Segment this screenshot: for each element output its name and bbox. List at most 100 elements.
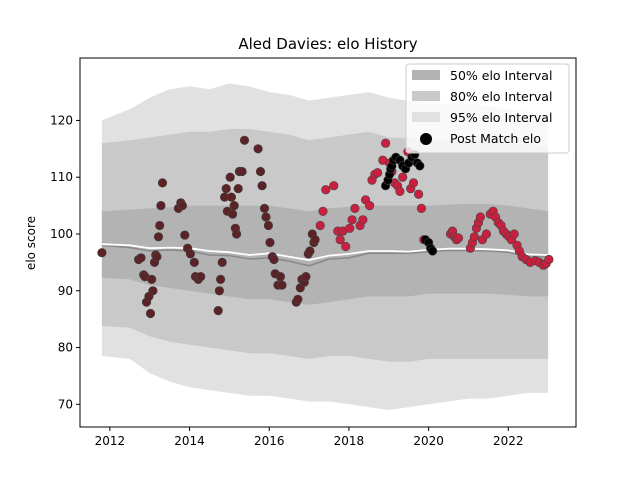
post-match-point xyxy=(157,178,168,188)
post-match-point xyxy=(350,203,360,213)
post-match-point xyxy=(216,274,226,285)
interval-bands xyxy=(101,83,549,410)
post-match-point xyxy=(335,235,345,245)
post-match-point xyxy=(416,203,427,213)
post-match-point xyxy=(509,229,519,239)
post-match-point xyxy=(155,220,165,231)
post-match-point xyxy=(257,181,267,191)
post-match-point xyxy=(345,223,355,233)
post-match-point xyxy=(305,246,315,256)
post-match-point xyxy=(269,254,279,265)
post-match-point xyxy=(310,235,320,245)
post-match-point xyxy=(97,248,107,258)
legend-swatch-50 xyxy=(412,70,440,80)
post-match-point xyxy=(233,184,243,194)
post-match-point xyxy=(185,249,195,259)
post-match-point xyxy=(259,203,270,213)
legend-label-50: 50% elo Interval xyxy=(450,68,552,83)
post-match-point xyxy=(239,135,250,145)
post-match-point xyxy=(373,168,383,178)
post-match-point xyxy=(544,254,554,265)
post-match-point xyxy=(321,185,331,195)
post-match-point xyxy=(253,144,263,154)
legend-marker-post-match xyxy=(420,133,432,145)
post-match-point xyxy=(414,189,424,199)
post-match-point xyxy=(265,237,275,248)
post-match-point xyxy=(136,253,146,263)
x-tick-label: 2018 xyxy=(334,434,365,448)
post-match-point xyxy=(196,272,206,282)
post-match-point xyxy=(415,161,425,171)
post-match-point xyxy=(428,246,438,256)
mean-lines xyxy=(101,243,549,267)
post-match-point xyxy=(475,212,486,222)
post-match-point xyxy=(381,138,391,148)
post-match-point xyxy=(156,201,166,211)
band-50 xyxy=(101,203,549,305)
y-tick-label: 80 xyxy=(58,341,73,355)
x-tick-label: 2014 xyxy=(174,434,205,448)
y-tick-label: 70 xyxy=(58,397,73,411)
post-match-point xyxy=(255,166,266,177)
post-match-point xyxy=(237,166,247,177)
post-match-point xyxy=(225,172,235,182)
post-match-point xyxy=(189,257,199,268)
post-match-point xyxy=(213,306,223,316)
y-tick-label: 110 xyxy=(50,170,73,184)
legend-label-80: 80% elo Interval xyxy=(450,89,552,104)
post-match-point xyxy=(395,186,405,196)
post-match-points xyxy=(97,135,554,319)
post-match-point xyxy=(221,184,231,194)
post-match-point xyxy=(180,230,190,240)
x-tick-label: 2012 xyxy=(95,434,126,448)
post-match-point xyxy=(153,232,164,242)
post-match-point xyxy=(217,257,227,268)
legend-swatch-80 xyxy=(412,91,440,101)
mean-line-shadow xyxy=(101,244,549,267)
post-match-point xyxy=(408,178,419,188)
post-match-point xyxy=(398,172,408,182)
post-match-point xyxy=(329,181,339,191)
x-axis: 2012 2014 2016 2018 2020 2022 xyxy=(95,427,524,448)
x-tick-label: 2020 xyxy=(413,434,444,448)
chart-title: Aled Davies: elo History xyxy=(238,35,417,53)
post-match-point xyxy=(145,308,156,319)
legend-label-post-match: Post Match elo xyxy=(450,131,541,146)
post-match-point xyxy=(315,220,325,231)
post-match-point xyxy=(177,201,187,211)
post-match-point xyxy=(301,272,311,282)
y-axis-title: elo score xyxy=(24,216,38,270)
post-match-point xyxy=(469,232,480,242)
post-match-point xyxy=(226,192,236,202)
x-tick-label: 2022 xyxy=(493,434,524,448)
post-match-point xyxy=(228,209,238,219)
post-match-point xyxy=(232,229,242,239)
post-match-point xyxy=(214,286,224,296)
post-match-point xyxy=(481,229,492,239)
legend-box xyxy=(405,63,570,154)
post-match-point xyxy=(341,241,351,252)
post-match-point xyxy=(147,274,157,285)
x-tick-label: 2016 xyxy=(254,434,285,448)
post-match-point xyxy=(318,206,328,216)
post-match-point xyxy=(263,220,274,231)
y-tick-label: 90 xyxy=(58,284,73,298)
plot-area xyxy=(97,83,554,410)
post-match-point xyxy=(229,201,239,211)
post-match-point xyxy=(365,201,375,211)
y-tick-label: 100 xyxy=(50,227,73,241)
post-match-point xyxy=(453,233,464,243)
mean-line xyxy=(101,243,549,262)
legend: 50% elo Interval 80% elo Interval 95% el… xyxy=(405,63,570,154)
y-tick-label: 120 xyxy=(50,113,73,127)
post-match-point xyxy=(358,215,368,225)
axes-frame xyxy=(79,57,577,428)
legend-swatch-95 xyxy=(412,112,440,122)
post-match-point xyxy=(152,252,162,262)
post-match-point xyxy=(275,272,286,282)
post-match-point xyxy=(277,280,287,290)
post-match-point xyxy=(148,286,158,296)
post-match-point xyxy=(293,294,303,304)
post-match-point xyxy=(347,215,357,225)
